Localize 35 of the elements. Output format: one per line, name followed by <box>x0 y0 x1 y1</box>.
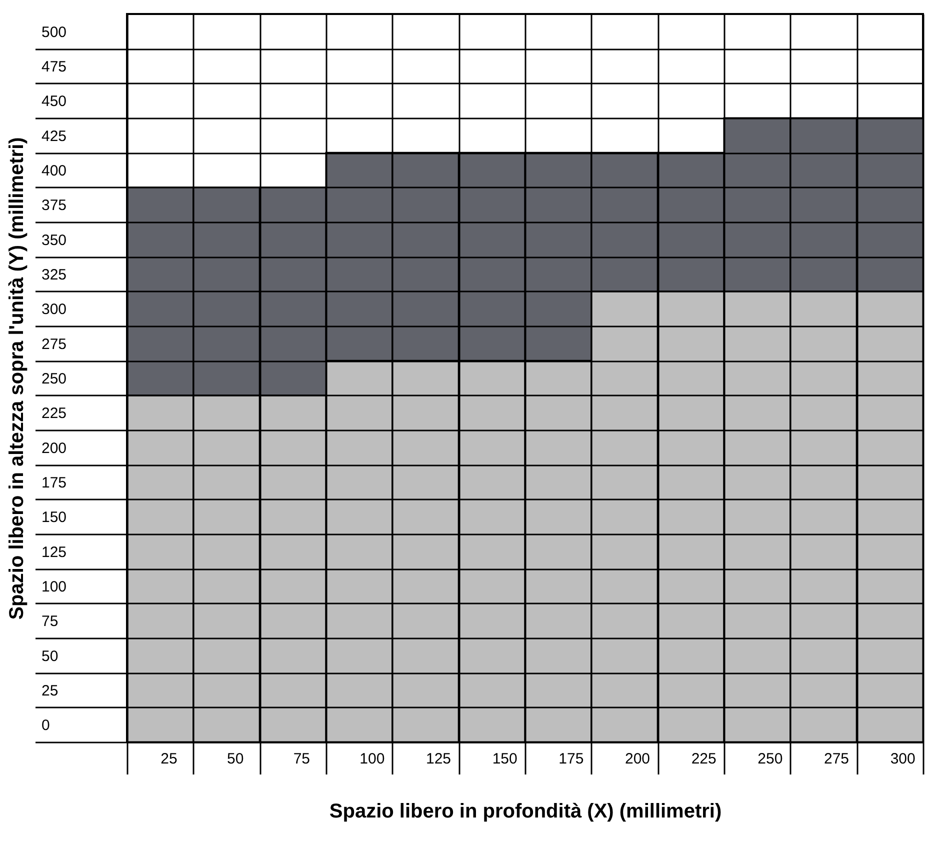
y-tick-label: 450 <box>42 93 67 110</box>
y-tick-label: 475 <box>42 58 67 76</box>
y-axis-title: Spazio libero in altezza sopra l'unità (Y) (millimetri) <box>6 137 28 620</box>
x-tick-label: 150 <box>492 750 518 768</box>
y-tick-label: 325 <box>42 266 67 284</box>
x-tick-label: 25 <box>160 750 178 768</box>
y-tick-label: 75 <box>42 613 58 630</box>
x-tick-label: 200 <box>625 750 650 768</box>
y-tick-label: 125 <box>42 544 67 561</box>
y-tick-label: 0 <box>42 717 50 734</box>
x-tick-label: 300 <box>890 750 916 768</box>
y-tick-label: 375 <box>42 197 67 214</box>
y-tick-label: 500 <box>42 24 67 41</box>
y-tick-label: 150 <box>42 509 67 526</box>
x-tick-label: 75 <box>293 750 310 768</box>
y-tick-label: 350 <box>42 232 67 249</box>
x-tick-label: 175 <box>558 750 584 768</box>
y-tick-label: 225 <box>42 405 67 422</box>
y-tick-label: 275 <box>42 336 67 353</box>
y-tick-label: 175 <box>42 474 67 492</box>
x-tick-label: 250 <box>758 750 783 768</box>
x-tick-label: 50 <box>227 750 244 768</box>
y-tick-label: 100 <box>42 578 67 596</box>
y-tick-label: 300 <box>42 301 67 318</box>
x-tick-label: 225 <box>691 750 716 768</box>
y-tick-label: 425 <box>42 128 67 145</box>
x-tick-label: 100 <box>360 750 385 768</box>
y-tick-label: 25 <box>42 682 58 700</box>
y-tick-label: 200 <box>42 440 67 457</box>
y-tick-label: 400 <box>42 162 67 180</box>
y-tick-label: 250 <box>42 370 67 388</box>
x-tick-label: 275 <box>824 750 850 768</box>
x-tick-label: 125 <box>426 750 452 768</box>
y-tick-label: 50 <box>42 648 58 665</box>
x-axis-title: Spazio libero in profondità (X) (millimetri) <box>329 800 722 822</box>
